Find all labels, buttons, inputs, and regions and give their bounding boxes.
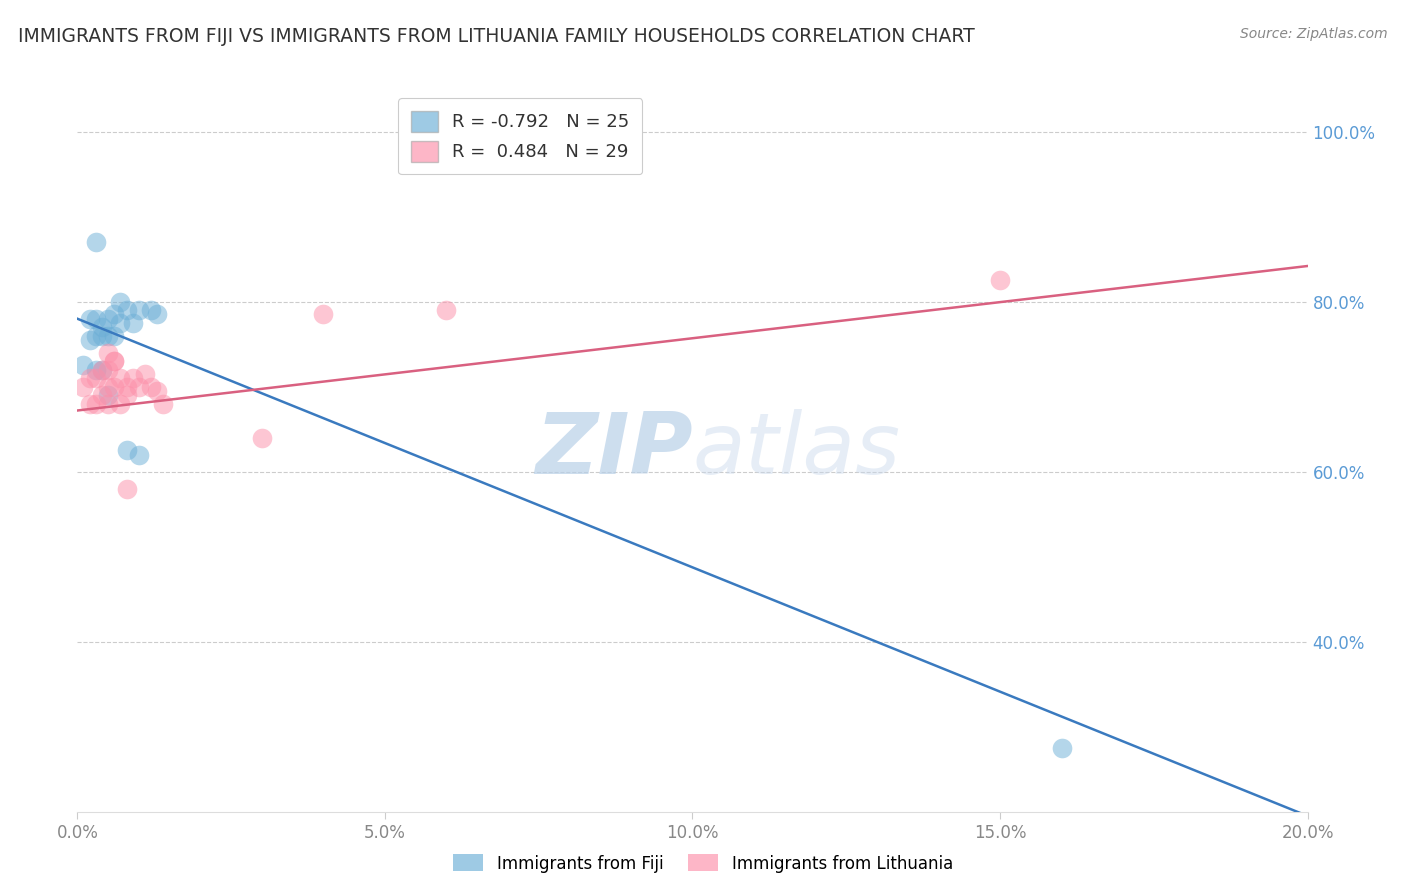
Point xyxy=(128,380,150,394)
Point xyxy=(110,371,132,385)
Point xyxy=(128,303,150,318)
Point xyxy=(84,311,107,326)
Point xyxy=(115,388,138,402)
Point xyxy=(97,311,120,326)
Point xyxy=(141,380,163,394)
Point xyxy=(110,397,132,411)
Point xyxy=(115,303,138,318)
Text: atlas: atlas xyxy=(693,409,900,492)
Point xyxy=(988,273,1011,287)
Point xyxy=(312,308,335,322)
Point xyxy=(103,354,125,368)
Point xyxy=(115,482,138,496)
Point xyxy=(72,380,94,394)
Point xyxy=(103,308,125,322)
Point xyxy=(128,448,150,462)
Point xyxy=(84,235,107,250)
Point xyxy=(84,328,107,343)
Point xyxy=(72,359,94,373)
Point xyxy=(84,371,107,385)
Point xyxy=(152,397,174,411)
Point xyxy=(97,388,120,402)
Point xyxy=(90,320,114,334)
Point xyxy=(90,388,114,402)
Point xyxy=(146,384,169,398)
Point xyxy=(110,294,132,309)
Point xyxy=(79,311,101,326)
Point xyxy=(436,303,458,318)
Point xyxy=(115,443,138,458)
Point xyxy=(146,308,169,322)
Point xyxy=(79,371,101,385)
Text: Source: ZipAtlas.com: Source: ZipAtlas.com xyxy=(1240,27,1388,41)
Point xyxy=(79,333,101,347)
Legend: R = -0.792   N = 25, R =  0.484   N = 29: R = -0.792 N = 25, R = 0.484 N = 29 xyxy=(398,98,643,174)
Point xyxy=(84,397,107,411)
Text: IMMIGRANTS FROM FIJI VS IMMIGRANTS FROM LITHUANIA FAMILY HOUSEHOLDS CORRELATION : IMMIGRANTS FROM FIJI VS IMMIGRANTS FROM … xyxy=(18,27,974,45)
Point xyxy=(134,367,156,381)
Point xyxy=(97,380,120,394)
Point xyxy=(115,380,138,394)
Point xyxy=(84,362,107,376)
Point xyxy=(121,316,143,330)
Point xyxy=(141,303,163,318)
Point xyxy=(103,328,125,343)
Point xyxy=(250,431,273,445)
Point xyxy=(90,362,114,376)
Point xyxy=(90,362,114,376)
Point xyxy=(97,362,120,376)
Point xyxy=(97,345,120,359)
Point xyxy=(97,397,120,411)
Text: ZIP: ZIP xyxy=(534,409,693,492)
Point xyxy=(103,354,125,368)
Point xyxy=(90,328,114,343)
Point xyxy=(97,328,120,343)
Point xyxy=(103,380,125,394)
Point xyxy=(79,397,101,411)
Point xyxy=(121,371,143,385)
Point xyxy=(110,316,132,330)
Legend: Immigrants from Fiji, Immigrants from Lithuania: Immigrants from Fiji, Immigrants from Li… xyxy=(447,847,959,880)
Point xyxy=(1050,741,1073,756)
